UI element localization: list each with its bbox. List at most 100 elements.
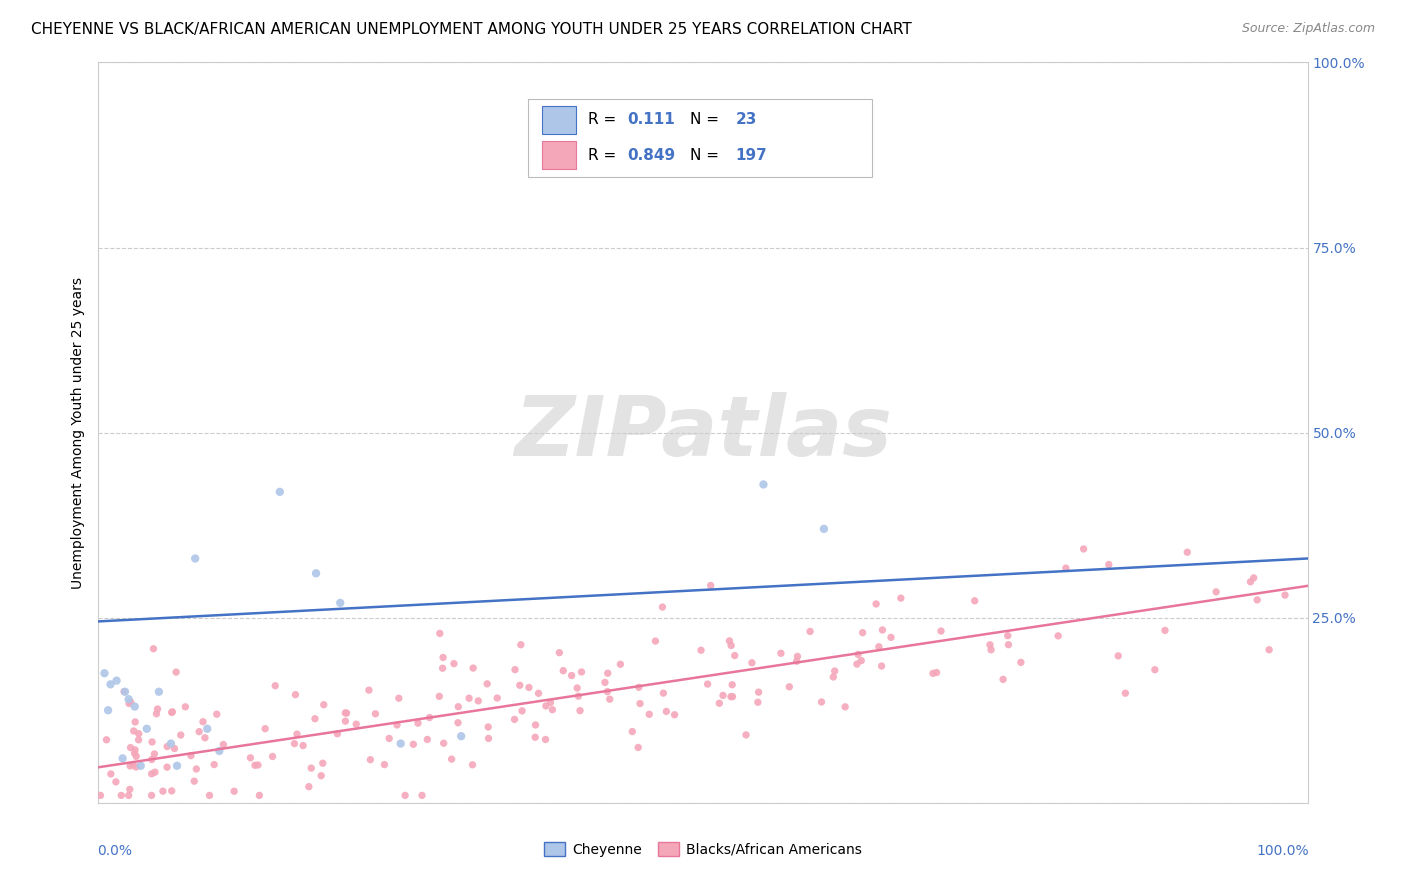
- Point: [1154, 624, 1177, 638]
- Point: [163, 741, 186, 756]
- Point: [721, 678, 744, 692]
- Point: [122, 723, 145, 738]
- Point: [329, 596, 352, 610]
- Point: [105, 673, 128, 688]
- Point: [810, 695, 832, 709]
- Point: [769, 646, 792, 660]
- Point: [735, 728, 758, 742]
- Point: [402, 737, 425, 751]
- Point: [89, 789, 111, 803]
- Point: [443, 657, 465, 671]
- Point: [299, 761, 322, 775]
- Point: [997, 629, 1019, 643]
- Point: [477, 731, 499, 746]
- Point: [143, 747, 166, 761]
- Point: [114, 685, 136, 699]
- Point: [922, 666, 945, 681]
- Point: [813, 522, 835, 536]
- Point: [778, 680, 800, 694]
- Point: [128, 727, 150, 741]
- Point: [124, 714, 146, 729]
- Point: [162, 705, 184, 719]
- Point: [100, 677, 122, 691]
- Point: [834, 699, 856, 714]
- Point: [510, 704, 533, 718]
- Point: [194, 731, 217, 745]
- Point: [183, 774, 205, 789]
- Point: [186, 762, 208, 776]
- Point: [865, 597, 887, 611]
- Point: [458, 691, 481, 706]
- Point: [534, 732, 557, 747]
- Point: [416, 732, 439, 747]
- Point: [312, 756, 335, 771]
- Point: [262, 749, 284, 764]
- Point: [246, 758, 269, 772]
- Point: [621, 724, 644, 739]
- Text: 100.0%: 100.0%: [1256, 844, 1309, 857]
- Point: [120, 759, 142, 773]
- Point: [852, 625, 875, 640]
- Point: [596, 666, 619, 681]
- Text: R =: R =: [588, 148, 621, 163]
- Point: [509, 678, 531, 692]
- Point: [548, 646, 571, 660]
- Point: [373, 757, 395, 772]
- Point: [429, 626, 451, 640]
- Point: [609, 657, 631, 672]
- Point: [467, 694, 489, 708]
- Point: [461, 757, 484, 772]
- Point: [195, 722, 218, 736]
- Point: [720, 690, 742, 704]
- Point: [141, 752, 163, 766]
- Point: [406, 716, 429, 731]
- FancyBboxPatch shape: [543, 141, 576, 169]
- Point: [870, 659, 893, 673]
- Point: [1107, 648, 1129, 663]
- Point: [845, 657, 868, 671]
- Point: [284, 688, 307, 702]
- Point: [571, 665, 593, 679]
- Point: [142, 641, 165, 656]
- Text: 0.111: 0.111: [627, 112, 675, 127]
- Point: [298, 780, 321, 794]
- Point: [120, 695, 142, 709]
- Point: [283, 737, 305, 751]
- Point: [104, 775, 127, 789]
- Point: [433, 736, 456, 750]
- Point: [724, 648, 747, 663]
- Point: [541, 703, 564, 717]
- Point: [890, 591, 912, 606]
- Point: [599, 692, 621, 706]
- Point: [1114, 686, 1136, 700]
- Point: [180, 748, 202, 763]
- Point: [824, 664, 846, 678]
- Point: [239, 751, 262, 765]
- Point: [336, 706, 359, 720]
- Text: 0.0%: 0.0%: [97, 844, 132, 857]
- Point: [388, 691, 411, 706]
- Point: [503, 713, 526, 727]
- Point: [644, 634, 666, 648]
- Point: [292, 739, 315, 753]
- Point: [264, 679, 287, 693]
- Point: [202, 757, 225, 772]
- Point: [148, 685, 170, 699]
- Point: [997, 638, 1019, 652]
- Point: [170, 728, 193, 742]
- Point: [868, 640, 890, 654]
- Point: [335, 714, 357, 728]
- Point: [135, 722, 157, 736]
- Point: [1175, 545, 1198, 559]
- Point: [1047, 629, 1070, 643]
- Point: [304, 712, 326, 726]
- Point: [152, 784, 174, 798]
- Point: [188, 724, 211, 739]
- Point: [141, 766, 163, 780]
- Point: [118, 692, 141, 706]
- Text: Source: ZipAtlas.com: Source: ZipAtlas.com: [1241, 22, 1375, 36]
- Point: [100, 767, 122, 781]
- Point: [1054, 561, 1077, 575]
- Point: [517, 681, 540, 695]
- Point: [269, 484, 291, 499]
